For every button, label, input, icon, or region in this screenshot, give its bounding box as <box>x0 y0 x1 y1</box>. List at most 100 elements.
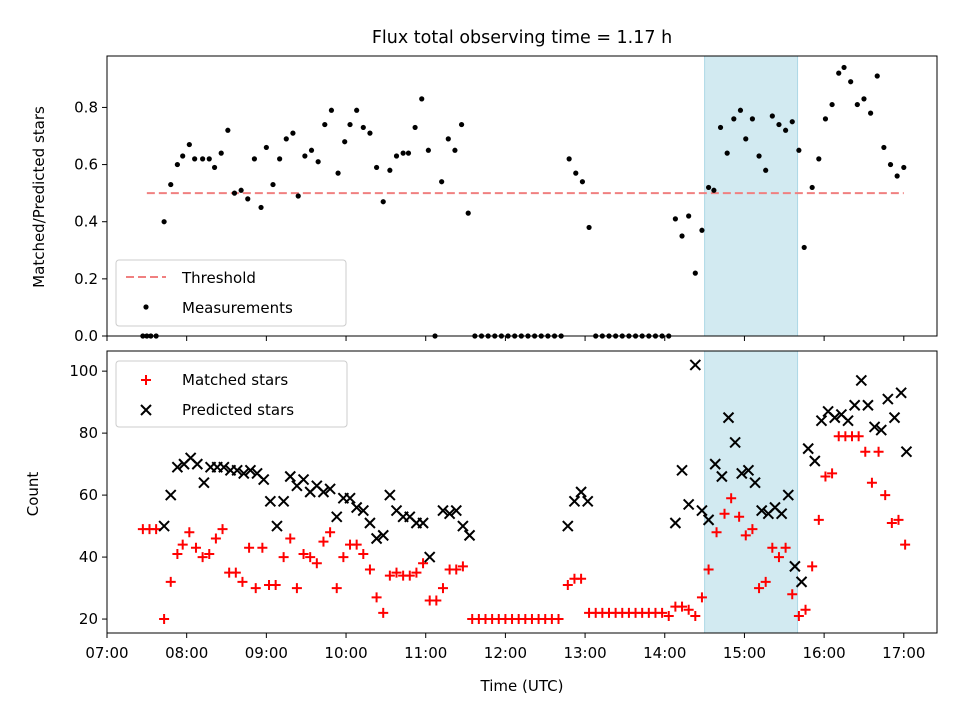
predicted-stars-point <box>809 455 821 467</box>
predicted-stars-point <box>795 576 808 588</box>
measurement-point <box>579 179 586 185</box>
x-tick-label: 12:00 <box>484 644 527 662</box>
matched-stars-point <box>151 524 162 535</box>
matched-stars-point <box>690 610 701 621</box>
measurement-point <box>836 70 842 76</box>
measurement-point <box>894 173 900 179</box>
matched-stars-point <box>683 604 694 615</box>
measurement-point <box>380 199 386 205</box>
matched-stars-point <box>893 514 904 525</box>
matched-stars-point <box>576 573 587 584</box>
y-axis-label-bottom: Count <box>24 472 42 517</box>
y-tick-label: 20 <box>79 610 98 628</box>
predicted-stars-point <box>357 504 370 517</box>
measurement-point <box>686 213 692 219</box>
matched-stars-point <box>250 583 261 594</box>
matched-stars-point <box>787 589 798 600</box>
measurement-point <box>439 179 445 185</box>
predicted-stars-point <box>689 359 702 371</box>
legend-box <box>115 259 347 327</box>
measurement-point <box>816 156 822 162</box>
y-axis-label-top: Matched/Predicted stars <box>30 106 48 288</box>
measurement-point <box>749 116 756 122</box>
matched-stars-point <box>553 614 564 625</box>
matched-stars-point <box>305 552 316 563</box>
plot-frame <box>106 350 938 634</box>
measurement-point <box>373 164 380 171</box>
matched-stars-point <box>451 564 462 575</box>
measurement-point <box>180 153 186 159</box>
matched-stars-point <box>404 570 415 581</box>
measurement-point <box>573 170 579 176</box>
predicted-stars-point <box>562 520 574 532</box>
measurement-point <box>711 187 717 193</box>
matched-stars-point <box>754 583 765 594</box>
matched-stars-point <box>204 548 215 559</box>
matched-stars-point <box>311 558 322 569</box>
matched-stars-point <box>853 431 864 442</box>
predicted-stars-point <box>775 507 788 520</box>
measurement-point <box>566 156 572 162</box>
x-tick-label: 15:00 <box>723 644 766 662</box>
matched-stars-point <box>719 508 730 519</box>
predicted-stars-point <box>244 464 257 477</box>
predicted-stars-point <box>158 520 170 532</box>
matched-stars-point <box>278 552 289 563</box>
matched-stars-point <box>270 579 281 590</box>
y-tick-label: 60 <box>79 486 98 504</box>
predicted-stars-point <box>696 504 708 517</box>
predicted-stars-point <box>829 411 841 424</box>
legend-predicted-label: Predicted stars <box>182 401 294 419</box>
measurement-point <box>868 110 874 116</box>
measurement-point <box>586 224 592 231</box>
measurement-point <box>238 187 244 193</box>
measurement-point <box>393 153 400 159</box>
measurement-point <box>769 113 775 119</box>
measurement-point <box>245 196 251 202</box>
matched-stars-point <box>886 517 897 528</box>
matched-stars-point <box>431 595 442 606</box>
predicted-stars-point <box>742 464 755 477</box>
measurement-point <box>672 216 678 222</box>
matched-stars-point <box>827 468 838 479</box>
matched-stars-point <box>159 614 170 625</box>
matched-stars-point <box>773 552 784 563</box>
measurement-point <box>347 121 353 128</box>
predicted-stars-point <box>344 492 356 504</box>
bottom-panel: 20 40 60 80 100 07:00 08:00 09:00 10:00 11:00 12:0… <box>69 350 938 662</box>
predicted-stars-point <box>423 551 436 563</box>
measurement-point <box>367 130 373 136</box>
measurement-point <box>465 210 471 216</box>
measurement-point <box>458 121 465 128</box>
matched-stars-point <box>880 490 891 501</box>
y-tick-label: 0.2 <box>74 270 98 288</box>
predicted-stars-point <box>297 473 310 486</box>
measurement-point <box>270 181 276 188</box>
measurement-point <box>692 270 698 276</box>
matched-stars-point <box>726 493 737 504</box>
top-panel: 0.0 0.2 0.4 0.6 0.8 Threshold Measurements <box>74 55 938 345</box>
measurement-point <box>425 147 431 153</box>
matched-stars-point <box>325 527 336 538</box>
measurement-point <box>168 181 174 188</box>
measurement-point <box>705 184 712 191</box>
measurement-point <box>322 121 328 128</box>
measurement-point <box>679 233 685 239</box>
predicted-stars-point <box>729 436 741 449</box>
x-tick-label: 17:00 <box>882 644 925 662</box>
predicted-stars-point <box>722 411 735 424</box>
predicted-stars-point <box>789 560 801 573</box>
measurement-point <box>763 167 769 173</box>
measurement-point <box>724 150 730 156</box>
predicted-stars-point <box>736 467 748 480</box>
x-tick-label: 11:00 <box>404 644 447 662</box>
predicted-stars-point <box>165 489 177 501</box>
matched-stars-point <box>364 564 375 575</box>
measurement-point <box>290 130 296 136</box>
matched-stars-point <box>351 539 362 550</box>
predicted-stars-point <box>370 532 383 545</box>
matched-stars-point <box>172 548 183 559</box>
measurement-point <box>315 159 321 165</box>
measurement-point <box>400 150 406 156</box>
